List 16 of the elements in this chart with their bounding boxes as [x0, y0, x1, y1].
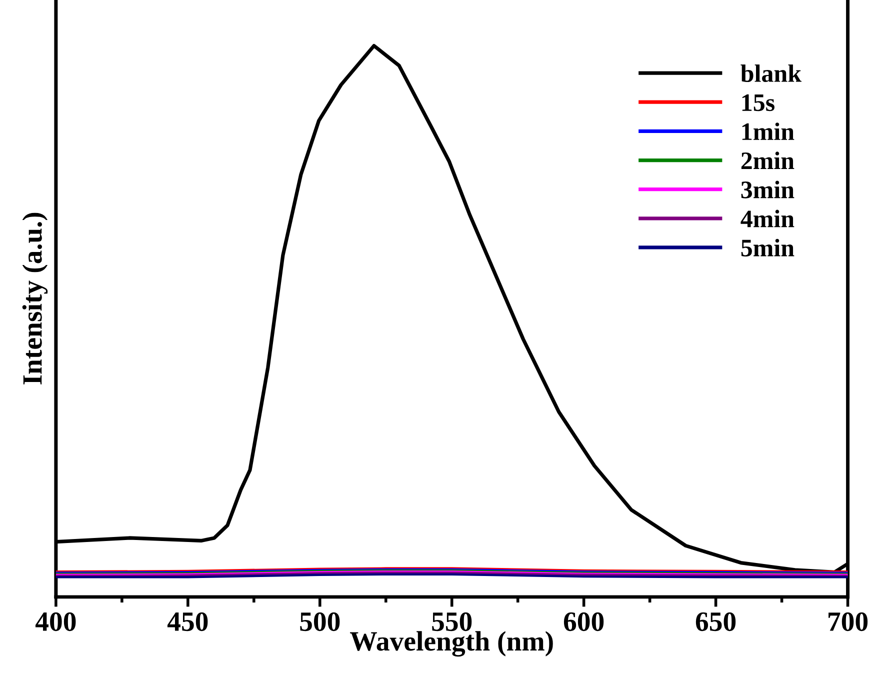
x-tick-label: 550: [432, 612, 472, 632]
legend-label: 3min: [741, 180, 794, 198]
x-tick-label: 650: [696, 612, 736, 632]
x-axis-title: Wavelength (nm): [350, 631, 553, 657]
y-axis-title: Intensity (a.u.): [22, 212, 48, 384]
legend-label: 4min: [740, 210, 794, 228]
legend-label: 15s: [742, 94, 774, 112]
x-tick-label: 600: [564, 612, 604, 632]
legend-label: 1min: [742, 122, 794, 140]
legend-label: 5min: [741, 238, 794, 256]
x-tick-label: 500: [300, 612, 340, 632]
legend-label: blank: [740, 64, 802, 82]
legend-label: 2min: [741, 152, 794, 170]
x-tick-label: 700: [828, 612, 868, 632]
x-tick-label: 400: [35, 612, 76, 632]
x-tick-label: 450: [167, 612, 208, 632]
